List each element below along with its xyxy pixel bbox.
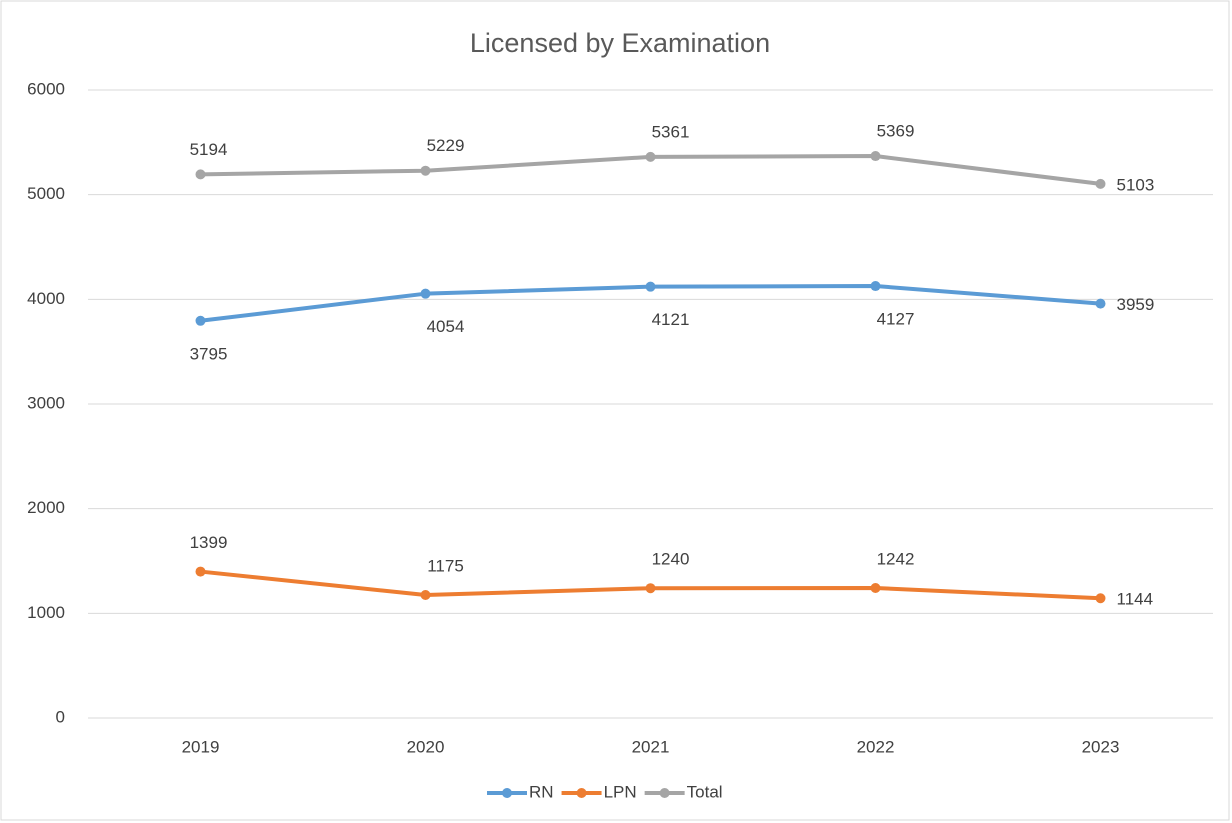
data-point — [870, 281, 881, 292]
data-label: 1144 — [1117, 590, 1154, 609]
data-label: 3959 — [1117, 295, 1155, 314]
data-label: 5103 — [1117, 175, 1155, 194]
y-tick-label: 2000 — [27, 498, 65, 517]
x-tick-label: 2021 — [632, 737, 670, 756]
legend-label: LPN — [604, 782, 637, 801]
x-tick-label: 2023 — [1082, 737, 1120, 756]
data-point — [1095, 298, 1106, 309]
data-label: 1240 — [652, 550, 690, 569]
legend-marker — [502, 788, 512, 798]
x-tick-label: 2022 — [857, 737, 895, 756]
y-tick-label: 1000 — [27, 603, 65, 622]
data-point — [870, 583, 881, 594]
data-label: 5194 — [190, 140, 228, 159]
x-tick-label: 2019 — [182, 737, 220, 756]
legend-marker — [576, 788, 587, 798]
y-tick-label: 3000 — [27, 393, 65, 412]
data-label: 4127 — [877, 310, 915, 329]
y-tick-label: 5000 — [27, 184, 65, 203]
data-label: 5369 — [877, 122, 915, 141]
y-tick-label: 0 — [56, 707, 65, 726]
legend-marker — [659, 788, 670, 798]
data-point — [645, 281, 656, 292]
data-label: 1242 — [877, 549, 915, 568]
data-point — [1095, 178, 1106, 189]
data-point — [195, 566, 206, 577]
legend-label: Total — [687, 782, 723, 801]
chart-title: Licensed by Examination — [470, 28, 770, 58]
data-point — [420, 288, 431, 299]
data-label: 5361 — [652, 122, 690, 141]
legend-label: RN — [529, 782, 554, 801]
data-point — [645, 583, 656, 594]
data-label: 1175 — [427, 557, 464, 576]
data-point — [420, 165, 431, 176]
data-label: 4121 — [652, 310, 690, 329]
data-label: 1399 — [190, 533, 228, 552]
data-point — [870, 151, 881, 162]
data-label: 3795 — [190, 344, 228, 363]
x-tick-label: 2020 — [407, 737, 445, 756]
data-label: 5229 — [427, 136, 465, 155]
data-point — [195, 315, 206, 326]
data-label: 4054 — [427, 317, 465, 336]
data-point — [420, 590, 431, 601]
y-tick-label: 6000 — [27, 79, 65, 98]
data-point — [195, 169, 206, 180]
y-tick-label: 4000 — [27, 289, 65, 308]
data-point — [1095, 593, 1106, 604]
data-point — [645, 151, 656, 162]
